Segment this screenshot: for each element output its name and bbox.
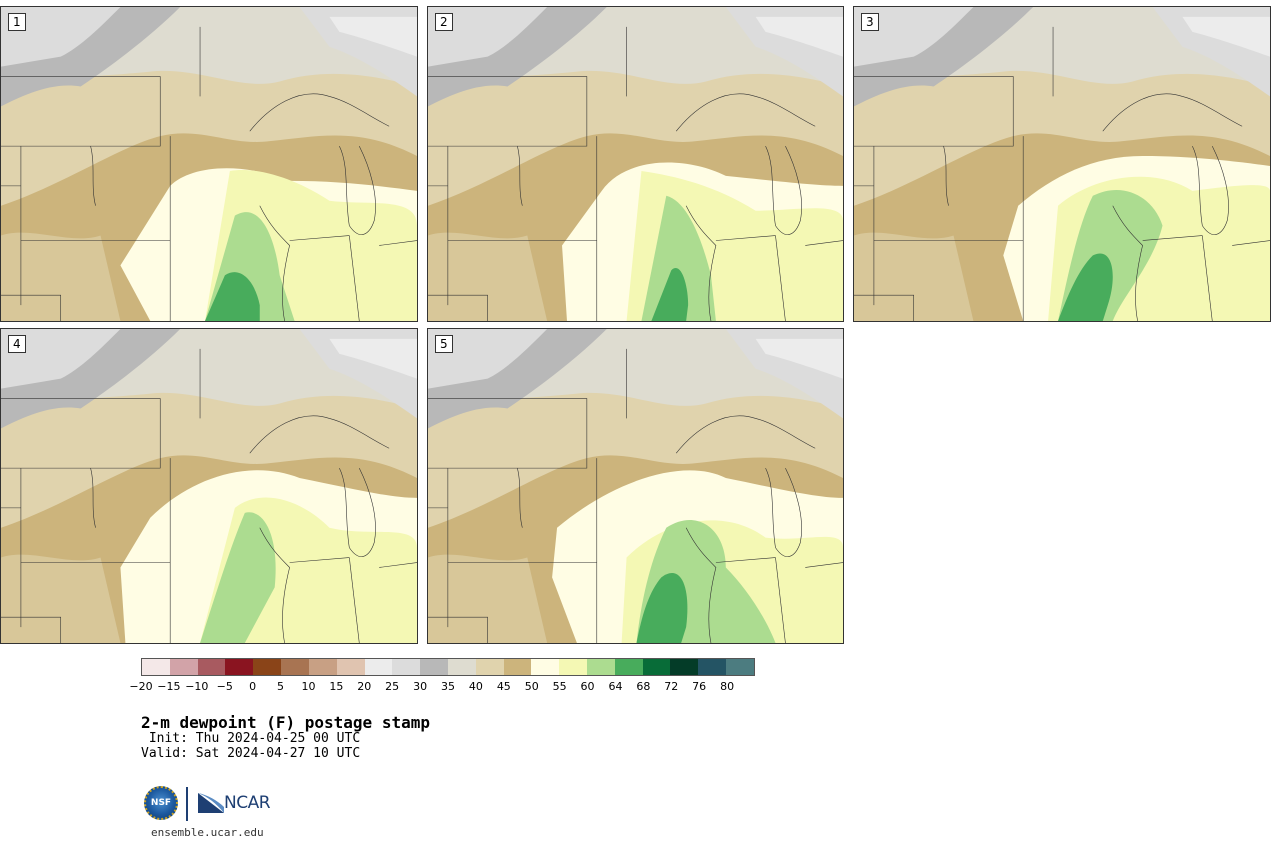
logo-divider: [186, 787, 188, 821]
dewpoint-map: [1, 329, 417, 643]
nsf-logo: NSF: [144, 786, 178, 820]
valid-time: Valid: Sat 2024-04-27 10 UTC: [141, 746, 361, 761]
colorbar-tick: −20: [129, 680, 153, 693]
colorbar-cell: [197, 659, 226, 675]
colorbar-cell: [392, 659, 421, 675]
colorbar-tick: 76: [692, 680, 707, 693]
colorbar-cell: [531, 659, 560, 675]
colorbar-cell: [364, 659, 393, 675]
colorbar: [141, 658, 755, 676]
colorbar-cell: [698, 659, 727, 675]
dewpoint-map: [428, 329, 843, 643]
map-panel: 2: [427, 6, 844, 322]
colorbar-tick: −5: [216, 680, 233, 693]
colorbar-cell: [225, 659, 254, 675]
dewpoint-map: [854, 7, 1270, 321]
colorbar-tick: 64: [608, 680, 623, 693]
colorbar-tick: 80: [720, 680, 735, 693]
map-panel: 5: [427, 328, 844, 644]
sponsor-logos: NSF NCAR: [144, 785, 274, 825]
colorbar-cell: [726, 659, 754, 675]
colorbar-tick-labels: −20 −15 −10 −5 0 5 10 15 20 25 30 35 40 45 50 55 60 64 68 7…: [129, 680, 755, 694]
colorbar-cell: [503, 659, 532, 675]
panel-number: 5: [435, 335, 453, 353]
dewpoint-map: [1, 7, 417, 321]
colorbar-cell: [559, 659, 587, 675]
colorbar-cell: [308, 659, 337, 675]
ncar-logo: NCAR: [224, 793, 271, 813]
map-panel: 1: [0, 6, 418, 322]
panel-number: 4: [8, 335, 26, 353]
colorbar-cell: [670, 659, 699, 675]
dewpoint-map: [428, 7, 843, 321]
colorbar-tick: 40: [468, 680, 483, 693]
map-panel: 3: [853, 6, 1271, 322]
colorbar-cell: [642, 659, 671, 675]
website-url: ensemble.ucar.edu: [151, 826, 264, 839]
colorbar-tick: 68: [636, 680, 651, 693]
colorbar-cell: [587, 659, 615, 675]
colorbar-tick: 60: [580, 680, 595, 693]
colorbar-tick: 30: [413, 680, 428, 693]
colorbar-tick: −15: [157, 680, 181, 693]
colorbar-tick: 35: [441, 680, 455, 693]
colorbar-cell: [447, 659, 476, 675]
colorbar-tick: 72: [664, 680, 679, 693]
colorbar-tick: 0: [249, 680, 257, 693]
init-time: Init: Thu 2024-04-25 00 UTC: [141, 731, 361, 746]
panel-number: 3: [861, 13, 879, 31]
colorbar-cell: [169, 659, 198, 675]
colorbar-cell: [281, 659, 309, 675]
colorbar-tick: 15: [329, 680, 344, 693]
colorbar-tick: 20: [357, 680, 372, 693]
colorbar-cell: [336, 659, 365, 675]
panel-number: 2: [435, 13, 453, 31]
colorbar-tick: −10: [185, 680, 209, 693]
colorbar-tick: 10: [301, 680, 316, 693]
colorbar-tick: 25: [385, 680, 400, 693]
colorbar-tick: 5: [277, 680, 285, 693]
colorbar-tick: 45: [496, 680, 511, 693]
colorbar-cell: [420, 659, 448, 675]
colorbar-cell: [475, 659, 504, 675]
colorbar-cell: [253, 659, 282, 675]
colorbar-cell: [614, 659, 643, 675]
colorbar-cell: [142, 659, 170, 675]
panel-number: 1: [8, 13, 26, 31]
map-panel: 4: [0, 328, 418, 644]
ncar-mark-icon: [198, 793, 224, 813]
colorbar-tick: 50: [524, 680, 539, 693]
colorbar-tick: 55: [552, 680, 567, 693]
plot-title: 2-m dewpoint (F) postage stamp: [141, 713, 430, 732]
